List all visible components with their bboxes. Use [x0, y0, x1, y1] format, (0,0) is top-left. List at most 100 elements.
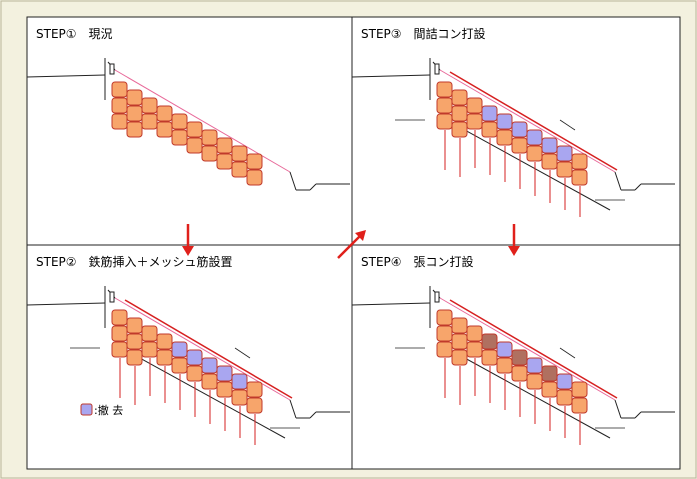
block	[171, 113, 188, 130]
block	[201, 357, 218, 374]
block	[481, 105, 498, 122]
block	[556, 373, 573, 390]
block	[526, 129, 543, 146]
marker	[109, 63, 115, 75]
block	[511, 121, 528, 138]
block	[156, 333, 173, 350]
legend-label: :撤 去	[94, 403, 123, 417]
block	[201, 145, 218, 162]
block	[511, 365, 528, 382]
block	[141, 97, 158, 114]
ground-line	[351, 302, 431, 306]
block	[126, 317, 143, 334]
block	[496, 113, 513, 130]
block	[186, 121, 203, 138]
block	[231, 389, 248, 406]
block	[541, 365, 558, 382]
block	[466, 341, 483, 358]
block	[466, 325, 483, 342]
leader-line	[559, 347, 576, 359]
block	[451, 121, 468, 138]
block	[246, 397, 263, 414]
block	[451, 105, 468, 122]
mesh-line	[449, 71, 618, 171]
block	[451, 349, 468, 366]
block	[451, 317, 468, 334]
block	[511, 349, 528, 366]
block	[436, 341, 453, 358]
block	[231, 145, 248, 162]
block	[231, 161, 248, 178]
block	[141, 113, 158, 130]
block	[451, 89, 468, 106]
legend-swatch	[80, 403, 93, 416]
ground-line	[614, 171, 622, 191]
block	[126, 105, 143, 122]
block	[126, 333, 143, 350]
arrow	[337, 235, 361, 259]
block	[571, 381, 588, 398]
block	[571, 169, 588, 186]
panel-label: STEP③ 間詰コン打設	[361, 26, 486, 41]
block	[156, 349, 173, 366]
ground-line	[351, 74, 431, 78]
block	[186, 137, 203, 154]
block	[571, 153, 588, 170]
ground-line	[309, 411, 317, 419]
ground-line	[26, 302, 106, 306]
block	[541, 381, 558, 398]
ground-line	[634, 411, 642, 419]
block	[171, 357, 188, 374]
base-line	[117, 345, 286, 439]
block	[126, 349, 143, 366]
ground-line	[289, 171, 297, 191]
block	[186, 349, 203, 366]
block	[216, 365, 233, 382]
block	[541, 137, 558, 154]
panel-label: STEP② 鉄筋挿入＋メッシュ筋設置	[36, 254, 233, 269]
block	[216, 137, 233, 154]
block	[111, 309, 128, 326]
block	[141, 341, 158, 358]
block	[231, 373, 248, 390]
arrow-head	[508, 246, 520, 256]
mesh-line	[124, 299, 293, 399]
block	[556, 389, 573, 406]
arrows	[182, 224, 520, 259]
block	[526, 373, 543, 390]
leader-line	[234, 347, 251, 359]
marker	[434, 63, 440, 75]
block	[156, 121, 173, 138]
block	[111, 325, 128, 342]
panel-label: STEP④ 張コン打設	[361, 254, 474, 269]
block	[526, 357, 543, 374]
block	[111, 81, 128, 98]
block	[556, 145, 573, 162]
block	[246, 381, 263, 398]
ground-line	[614, 399, 622, 419]
block	[526, 145, 543, 162]
ground-line	[634, 183, 642, 191]
ground-line	[309, 183, 317, 191]
sketches	[26, 58, 675, 445]
block	[481, 121, 498, 138]
arrow-head	[355, 230, 366, 241]
block	[156, 105, 173, 122]
block	[111, 97, 128, 114]
block	[436, 97, 453, 114]
block	[201, 373, 218, 390]
ground-line	[26, 74, 106, 78]
block	[171, 341, 188, 358]
marker	[434, 291, 440, 303]
block	[216, 153, 233, 170]
ground-line	[289, 399, 297, 419]
leader-line	[559, 119, 576, 131]
block	[246, 153, 263, 170]
block	[436, 113, 453, 130]
block	[436, 325, 453, 342]
block	[481, 333, 498, 350]
block	[111, 113, 128, 130]
panel-label: STEP① 現況	[36, 26, 113, 41]
